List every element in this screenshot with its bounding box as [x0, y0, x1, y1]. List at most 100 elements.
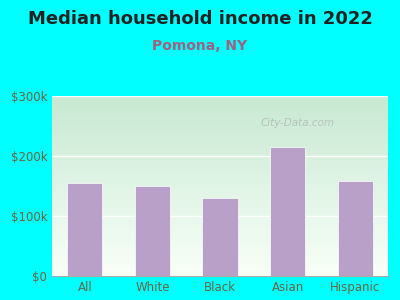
- Bar: [52, 121, 388, 123]
- Bar: [52, 177, 388, 179]
- Bar: [52, 100, 388, 101]
- Bar: [202, 198, 238, 276]
- Bar: [52, 137, 388, 139]
- Bar: [52, 227, 388, 229]
- Bar: [52, 193, 388, 195]
- Bar: [52, 242, 388, 244]
- Bar: [52, 152, 388, 154]
- Bar: [52, 245, 388, 247]
- Bar: [52, 114, 388, 116]
- Bar: [52, 236, 388, 238]
- Bar: [52, 217, 388, 218]
- Bar: [52, 226, 388, 227]
- Bar: [52, 188, 388, 190]
- Bar: [52, 109, 388, 110]
- Bar: [52, 112, 388, 114]
- Bar: [52, 263, 388, 265]
- Bar: [52, 206, 388, 208]
- Bar: [52, 125, 388, 127]
- Bar: [52, 146, 388, 148]
- Bar: [52, 110, 388, 112]
- Bar: [52, 123, 388, 125]
- Bar: [52, 247, 388, 249]
- Bar: [52, 159, 388, 161]
- Bar: [338, 181, 373, 276]
- Bar: [52, 143, 388, 145]
- Bar: [52, 244, 388, 245]
- Bar: [52, 127, 388, 128]
- Text: City-Data.com: City-Data.com: [260, 118, 334, 128]
- Bar: [52, 260, 388, 262]
- Bar: [52, 170, 388, 172]
- Bar: [52, 272, 388, 274]
- Bar: [52, 204, 388, 206]
- Bar: [52, 150, 388, 152]
- Bar: [52, 184, 388, 186]
- Bar: [52, 233, 388, 235]
- Bar: [52, 190, 388, 191]
- Bar: [52, 265, 388, 267]
- Bar: [52, 168, 388, 170]
- Bar: [52, 251, 388, 253]
- Bar: [52, 197, 388, 199]
- Bar: [52, 154, 388, 155]
- Bar: [52, 134, 388, 136]
- Bar: [52, 157, 388, 159]
- Bar: [52, 229, 388, 231]
- Bar: [52, 218, 388, 220]
- Bar: [52, 224, 388, 226]
- Bar: [52, 182, 388, 184]
- Bar: [52, 208, 388, 209]
- Bar: [52, 148, 388, 150]
- Bar: [52, 271, 388, 272]
- Bar: [52, 128, 388, 130]
- Bar: [52, 116, 388, 118]
- Bar: [52, 191, 388, 193]
- Bar: [52, 163, 388, 164]
- Bar: [52, 213, 388, 215]
- Text: Median household income in 2022: Median household income in 2022: [28, 11, 372, 28]
- Bar: [52, 161, 388, 163]
- Bar: [52, 249, 388, 251]
- Bar: [52, 119, 388, 121]
- Bar: [52, 175, 388, 177]
- Bar: [52, 164, 388, 166]
- Bar: [52, 107, 388, 109]
- Bar: [52, 240, 388, 242]
- Bar: [135, 186, 170, 276]
- Bar: [52, 132, 388, 134]
- Bar: [52, 231, 388, 233]
- Bar: [52, 130, 388, 132]
- Bar: [52, 274, 388, 276]
- Bar: [52, 195, 388, 197]
- Bar: [52, 262, 388, 263]
- Bar: [52, 267, 388, 269]
- Bar: [52, 136, 388, 137]
- Bar: [52, 103, 388, 105]
- Bar: [52, 181, 388, 182]
- Bar: [52, 96, 388, 98]
- Bar: [52, 145, 388, 146]
- Bar: [52, 166, 388, 168]
- Bar: [52, 256, 388, 258]
- Bar: [52, 155, 388, 157]
- Bar: [52, 199, 388, 200]
- Bar: [52, 139, 388, 141]
- Bar: [52, 222, 388, 224]
- Bar: [52, 215, 388, 217]
- Bar: [52, 101, 388, 103]
- Bar: [52, 269, 388, 271]
- Bar: [270, 147, 305, 276]
- Bar: [52, 105, 388, 107]
- Text: Pomona, NY: Pomona, NY: [152, 40, 248, 53]
- Bar: [52, 220, 388, 222]
- Bar: [52, 186, 388, 188]
- Bar: [52, 238, 388, 240]
- Bar: [52, 254, 388, 256]
- Bar: [52, 235, 388, 236]
- Bar: [52, 98, 388, 100]
- Bar: [52, 209, 388, 211]
- Bar: [52, 202, 388, 204]
- Bar: [52, 211, 388, 213]
- Bar: [67, 183, 102, 276]
